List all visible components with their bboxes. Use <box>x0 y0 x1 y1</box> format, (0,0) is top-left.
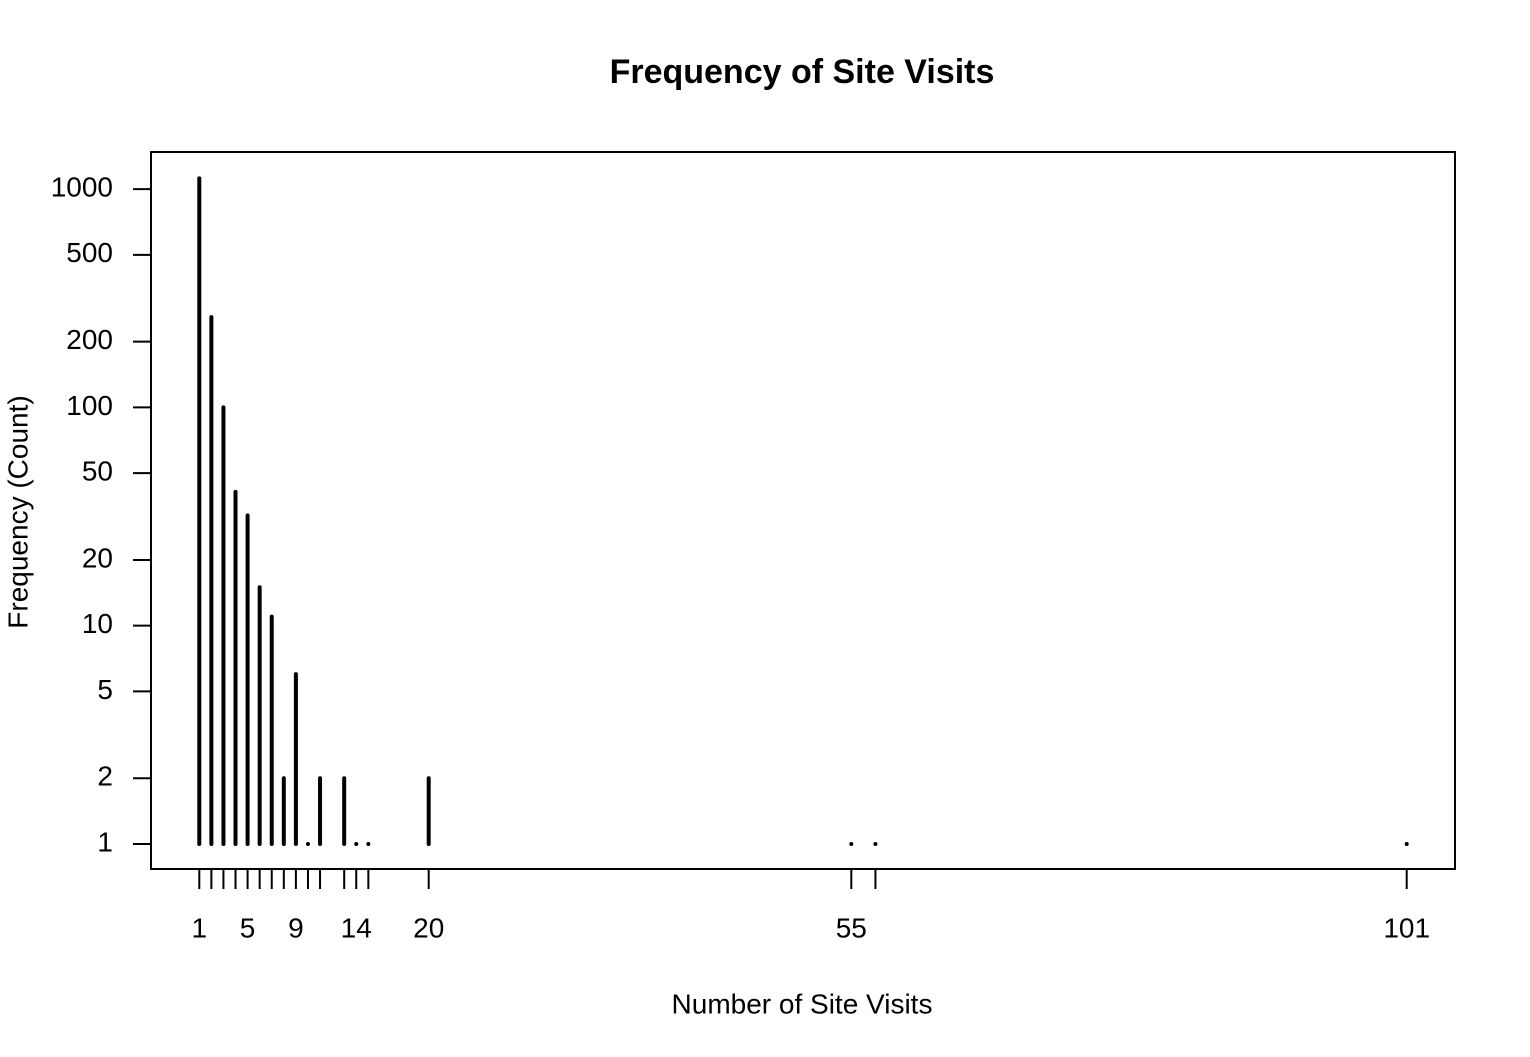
y-axis-label: Frequency (Count) <box>2 395 33 628</box>
y-tick-label: 500 <box>66 237 113 268</box>
x-tick-label: 20 <box>413 912 444 943</box>
y-tick-label: 5 <box>97 674 113 705</box>
y-tick-label: 1000 <box>51 171 113 202</box>
x-tick-label: 14 <box>341 912 372 943</box>
plot-box <box>150 151 1456 870</box>
chart-title: Frequency of Site Visits <box>610 53 995 91</box>
y-tick-label: 200 <box>66 324 113 355</box>
x-tick-label: 101 <box>1383 912 1430 943</box>
y-tick-label: 100 <box>66 390 113 421</box>
y-tick-label: 50 <box>82 455 113 486</box>
x-tick-label: 9 <box>288 912 304 943</box>
x-axis-label: Number of Site Visits <box>672 988 933 1019</box>
x-tick-label: 1 <box>192 912 208 943</box>
y-tick-label: 2 <box>97 761 113 792</box>
x-tick-label: 5 <box>240 912 256 943</box>
y-tick-label: 20 <box>82 542 113 573</box>
y-tick-label: 10 <box>82 608 113 639</box>
y-tick-label: 1 <box>97 826 113 857</box>
x-tick-label: 55 <box>836 912 867 943</box>
